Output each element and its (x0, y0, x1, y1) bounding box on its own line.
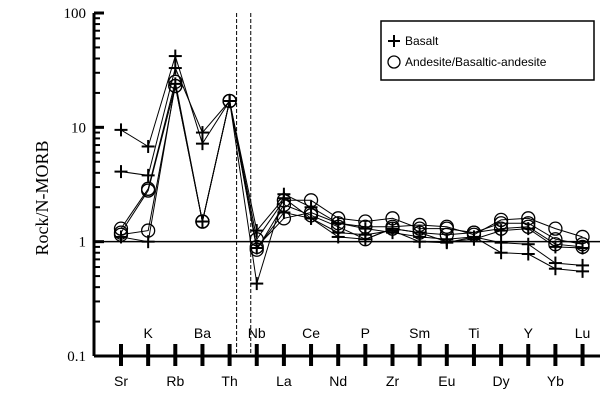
data-point-circle (412, 225, 427, 240)
y-tick-labels: 0.1 1 10 100 (64, 6, 87, 365)
x-label-yb: Yb (547, 373, 564, 389)
x-label-nd: Nd (329, 373, 347, 389)
series-line-andesite (120, 85, 583, 252)
data-point-circle (493, 212, 509, 228)
data-point-circle (140, 183, 156, 198)
data-point-circle (575, 229, 590, 245)
data-point-circle (113, 225, 129, 240)
data-point-circle (575, 239, 590, 255)
data-point-circle (548, 232, 563, 247)
data-point-circle (412, 221, 427, 236)
data-point-circle (276, 193, 292, 208)
data-point-circle (358, 214, 373, 229)
x-label-ba: Ba (194, 325, 211, 341)
y-axis-label: Rock/N-MORB (32, 140, 52, 255)
x-label-y: Y (524, 325, 534, 341)
data-point-circle (521, 216, 536, 231)
series-line-andesite (120, 85, 583, 245)
data-point-circle (249, 242, 264, 257)
data-point-circle (140, 223, 156, 238)
x-label-p: P (361, 325, 370, 341)
x-label-sr: Sr (114, 373, 128, 389)
x-label-lu: Lu (575, 325, 591, 341)
data-point-circle (303, 208, 319, 223)
data-point-circle (466, 225, 482, 240)
x-tick-labels: Sr K Rb Ba Th Nb La Ce Nd P Zr Sm Eu Ti Dy Y Yb Lu (114, 325, 590, 389)
data-point-circle (548, 237, 563, 252)
data-point-circle (331, 216, 346, 231)
data-point-circle (412, 217, 427, 233)
y-tick-label: 0.1 (67, 349, 86, 365)
legend-box (380, 20, 595, 81)
x-label-dy: Dy (493, 373, 510, 389)
x-label-zr: Zr (386, 373, 400, 389)
data-point-circle (276, 197, 292, 212)
data-point-circle (521, 219, 536, 234)
x-label-eu: Eu (438, 373, 455, 389)
data-point-circle (385, 211, 400, 226)
data-point-circle (548, 221, 563, 236)
data-point-circle (195, 214, 210, 229)
data-point-circle (439, 227, 454, 242)
y-tick-label: 10 (71, 120, 86, 136)
data-point-circle (331, 211, 346, 226)
series-line-basalt (120, 54, 583, 284)
data-point-circle (168, 78, 183, 94)
data-point-circle (358, 232, 373, 247)
legend: Basalt Andesite/Basaltic-andesite (380, 20, 595, 81)
legend-label-andesite: Andesite/Basaltic-andesite (405, 55, 547, 69)
data-point-circle (113, 221, 129, 236)
x-label-k: K (143, 325, 153, 341)
series-group (113, 49, 590, 291)
series-line-basalt (120, 66, 583, 266)
x-label-nb: Nb (248, 325, 266, 341)
data-point-circle (521, 211, 536, 226)
dashed-verticals-group (236, 13, 252, 356)
x-label-sm: Sm (409, 325, 430, 341)
x-label-th: Th (221, 373, 237, 389)
data-point-circle (493, 216, 509, 231)
y-tick-label: 1 (79, 235, 87, 251)
data-point-circle (385, 221, 400, 236)
data-point-circle (493, 221, 509, 236)
x-label-ce: Ce (302, 325, 320, 341)
data-point-circle (222, 93, 237, 109)
y-tick-label: 100 (64, 6, 87, 22)
data-point-circle (303, 193, 319, 208)
data-point-circle (331, 219, 346, 234)
x-label-rb: Rb (166, 373, 184, 389)
legend-label-basalt: Basalt (405, 34, 439, 48)
x-label-la: La (276, 373, 292, 389)
x-label-ti: Ti (468, 325, 479, 341)
legend-circle-marker (387, 55, 401, 69)
series-line-andesite (120, 81, 583, 248)
